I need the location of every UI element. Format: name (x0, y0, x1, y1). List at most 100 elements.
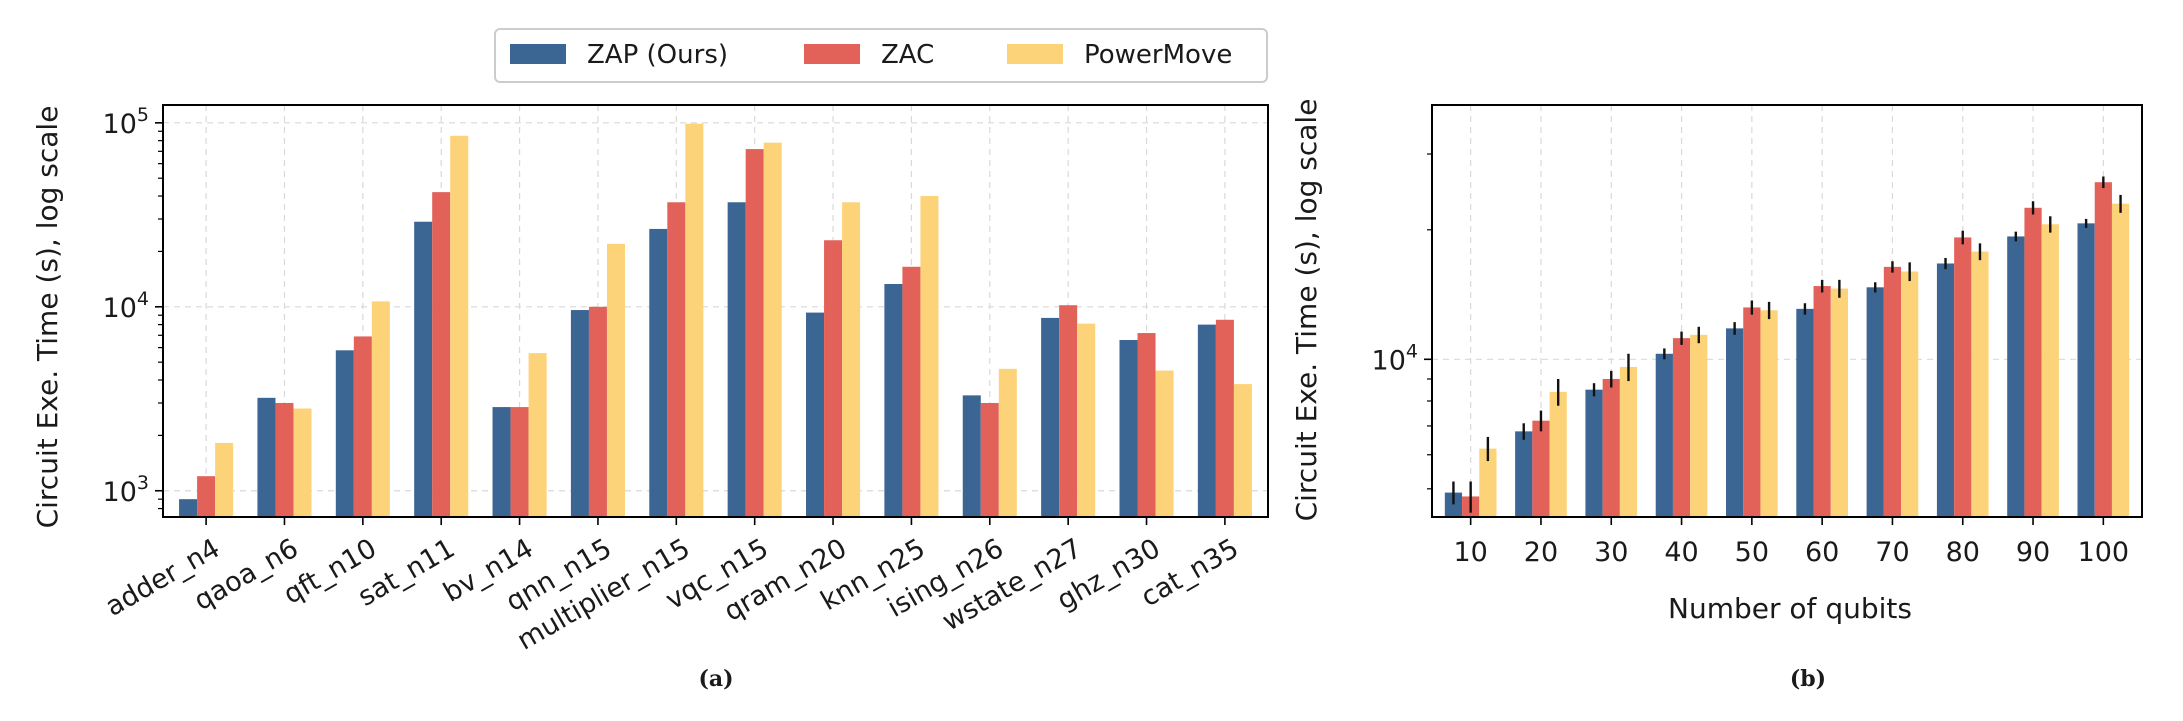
bar-zap-ours-80 (1936, 263, 1955, 517)
bar-zap-ours-wstate-n27 (1041, 317, 1060, 517)
bar-zac-multiplier-n15 (667, 202, 686, 517)
bar-zap-ours-qaoa-n6 (257, 397, 276, 517)
legend-swatch-zac (804, 44, 860, 64)
bar-powermove-multiplier-n15 (685, 123, 704, 517)
bar-zap-ours-knn-n25 (884, 284, 903, 517)
x-axis-label: Number of qubits (1668, 592, 1912, 625)
bar-zap-ours-ghz-n30 (1119, 339, 1138, 517)
y-tick-label: 104 (103, 288, 149, 324)
bar-powermove-50 (1760, 310, 1778, 517)
bar-zac-cat-n35 (1215, 319, 1234, 517)
bar-zac-knn-n25 (902, 266, 921, 517)
bar-zap-ours-ising-n26 (962, 395, 981, 517)
bar-zac-30 (1602, 378, 1620, 517)
bars (179, 123, 1252, 518)
bar-zac-bv-n14 (510, 407, 529, 517)
bar-zac-qaoa-n6 (275, 402, 294, 517)
bar-zac-vqc-n15 (745, 149, 764, 517)
bar-powermove-knn-n25 (920, 196, 939, 517)
x-tick-label: 40 (1664, 537, 1698, 568)
bar-zac-40 (1672, 338, 1691, 517)
y-ticks: 104 (1372, 153, 1432, 490)
bar-zap-ours-40 (1655, 353, 1673, 517)
bar-zac-20 (1532, 420, 1550, 517)
bar-powermove-60 (1830, 288, 1848, 517)
x-tick-label: 60 (1805, 537, 1839, 568)
legend-label-powermove: PowerMove (1084, 40, 1232, 70)
x-tick-label: 10 (1453, 537, 1487, 568)
x-tick-label: 80 (1946, 537, 1980, 568)
bar-powermove-qaoa-n6 (293, 408, 312, 517)
bar-zap-ours-multiplier-n15 (649, 228, 668, 518)
x-tick-label: 30 (1594, 537, 1628, 568)
x-tick-label: 90 (2016, 537, 2050, 568)
bar-zac-80 (1954, 237, 1972, 518)
bar-zac-100 (2094, 182, 2112, 518)
bar-powermove-qram-n20 (842, 202, 861, 517)
bar-zap-ours-50 (1726, 328, 1744, 517)
bar-powermove-40 (1690, 334, 1708, 517)
bar-zap-ours-qnn-n15 (570, 310, 589, 517)
bar-zac-60 (1813, 286, 1831, 517)
bar-zap-ours-adder-n4 (179, 499, 198, 517)
grid (163, 105, 1268, 517)
y-axis-label: Circuit Exe. Time (s), log scale (31, 106, 64, 529)
legend-swatch-powermove (1007, 44, 1063, 64)
bar-powermove-qnn-n15 (606, 243, 625, 517)
chart-panel-a: Circuit Exe. Time (s), log scale 1031041… (31, 104, 1269, 692)
bar-zap-ours-10 (1444, 492, 1463, 517)
bar-zac-adder-n4 (197, 476, 216, 517)
legend-label-zap: ZAP (Ours) (587, 40, 728, 70)
x-ticks: adder_n4qaoa_n6qft_n10sat_n11bv_n14qnn_n… (100, 517, 1244, 657)
bar-powermove-bv-n14 (528, 353, 547, 517)
bars (1444, 176, 2130, 518)
y-tick-label: 103 (103, 472, 149, 508)
bar-powermove-adder-n4 (215, 442, 234, 517)
bar-zap-ours-60 (1796, 308, 1814, 517)
bar-zac-ghz-n30 (1137, 333, 1156, 517)
bar-powermove-sat-n11 (450, 135, 469, 518)
bar-zap-ours-100 (2077, 223, 2095, 517)
bar-zac-ising-n26 (980, 402, 999, 517)
bar-zac-90 (2024, 207, 2042, 517)
bar-powermove-70 (1901, 271, 1919, 517)
bar-zap-ours-70 (1866, 287, 1884, 517)
bar-zap-ours-sat-n11 (414, 221, 433, 517)
bar-powermove-ising-n26 (998, 368, 1017, 517)
x-tick-label: 70 (1875, 537, 1909, 568)
bar-zap-ours-90 (2007, 236, 2025, 517)
bar-powermove-10 (1479, 448, 1497, 517)
bar-powermove-ghz-n30 (1155, 370, 1174, 517)
bar-zac-qnn-n15 (588, 306, 607, 517)
y-tick-label: 105 (103, 104, 149, 140)
x-tick-label: 20 (1524, 537, 1558, 568)
caption-b: (b) (1790, 666, 1826, 692)
bar-zac-qft-n10 (353, 336, 372, 517)
x-ticks: 10 20 30 40 50 60 70 80 90 100 (1453, 517, 2129, 568)
bar-powermove-vqc-n15 (763, 142, 782, 517)
bar-powermove-100 (2111, 203, 2130, 517)
legend-swatch-zap (510, 44, 566, 64)
bar-powermove-30 (1619, 366, 1638, 517)
bar-zac-sat-n11 (432, 192, 451, 517)
bar-zap-ours-bv-n14 (492, 407, 511, 517)
x-tick-label: 100 (2078, 537, 2130, 568)
bar-zap-ours-30 (1585, 389, 1603, 517)
x-tick-label: 50 (1735, 537, 1769, 568)
bar-powermove-20 (1549, 391, 1567, 517)
bar-powermove-qft-n10 (371, 301, 390, 517)
bar-zac-50 (1743, 307, 1761, 517)
y-axis-label: Circuit Exe. Time (s), log scale (1290, 99, 1323, 522)
legend-label-zac: ZAC (881, 40, 934, 70)
bar-zap-ours-20 (1515, 431, 1533, 517)
y-tick-label: 104 (1372, 340, 1418, 376)
bar-zac-70 (1883, 266, 1902, 517)
caption-a: (a) (698, 666, 733, 692)
chart-panel-b: Circuit Exe. Time (s), log scale 104 10 2… (1290, 99, 2143, 692)
y-ticks: 103 104 105 (103, 104, 163, 510)
bar-powermove-cat-n35 (1233, 384, 1252, 517)
bar-zap-ours-cat-n35 (1197, 324, 1216, 517)
bar-zap-ours-qram-n20 (806, 312, 825, 517)
bar-zac-qram-n20 (824, 240, 843, 517)
